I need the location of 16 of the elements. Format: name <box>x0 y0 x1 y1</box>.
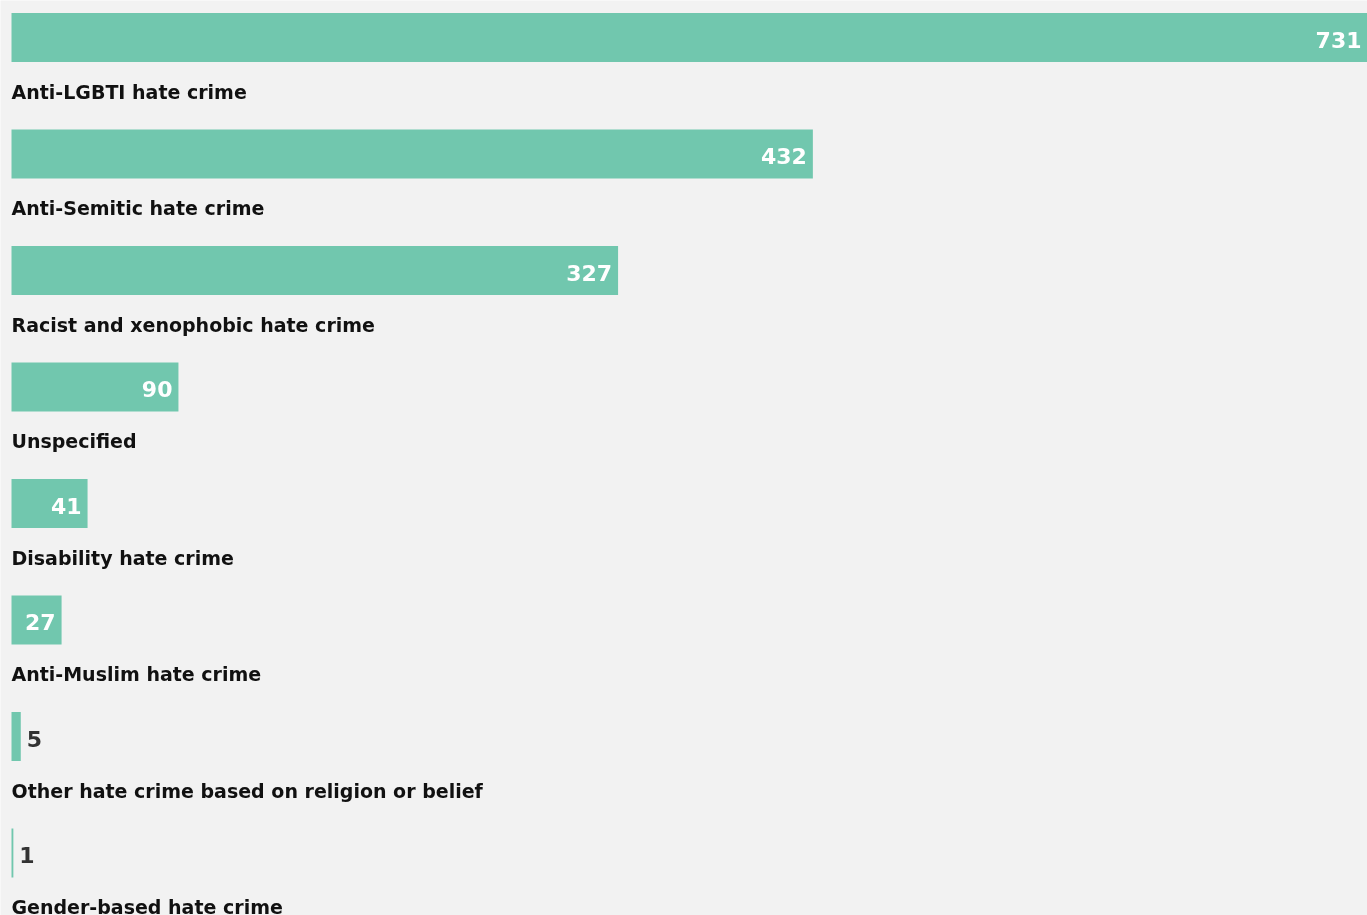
y-tick-label: Unspecified <box>11 430 137 452</box>
y-tick-label: Gender-based hate crime <box>11 896 283 915</box>
data-label: 90 <box>141 377 173 402</box>
data-label: 27 <box>24 610 56 635</box>
y-tick-label: Other hate crime based on religion or belief <box>11 779 484 802</box>
data-label: 432 <box>760 144 807 169</box>
data-label: 1 <box>19 843 35 868</box>
y-tick-label: Anti-Muslim hate crime <box>11 663 262 685</box>
data-label: 731 <box>1315 27 1362 53</box>
y-tick-label: Racist and xenophobic hate crime <box>11 313 375 336</box>
y-tick-label: Disability hate crime <box>11 546 234 569</box>
data-label: 41 <box>50 493 82 519</box>
data-label: 327 <box>566 260 613 286</box>
y-tick-label: Anti-LGBTI hate crime <box>11 80 247 103</box>
y-tick-label: Anti-Semitic hate crime <box>11 197 265 219</box>
data-label: 5 <box>26 726 43 752</box>
